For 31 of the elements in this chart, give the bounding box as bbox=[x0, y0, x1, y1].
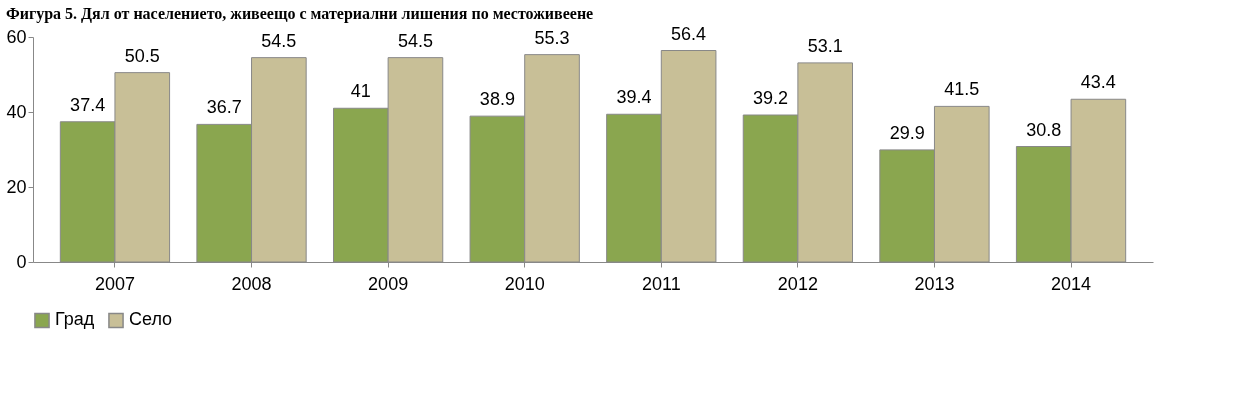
data-label: 54.5 bbox=[397, 30, 433, 51]
data-label: 43.4 bbox=[1080, 72, 1116, 93]
data-label: 37.4 bbox=[70, 94, 106, 115]
data-label: 56.4 bbox=[671, 23, 707, 44]
data-label: 39.4 bbox=[616, 87, 652, 108]
data-label: 39.2 bbox=[753, 88, 789, 108]
legend-label: Село bbox=[129, 309, 173, 330]
x-tick-label: 2012 bbox=[777, 273, 818, 294]
x-tick-label: 2009 bbox=[368, 273, 409, 294]
data-label: 53.1 bbox=[807, 35, 843, 56]
x-tick-label: 2010 bbox=[504, 273, 545, 294]
x-tick-label: 2008 bbox=[231, 273, 272, 294]
y-tick-label: 40 bbox=[6, 101, 27, 122]
legend-label: Град bbox=[55, 309, 95, 330]
data-label: 41 bbox=[350, 81, 371, 102]
x-tick-label: 2011 bbox=[641, 273, 681, 294]
y-tick-label: 60 bbox=[6, 26, 27, 47]
data-label: 38.9 bbox=[479, 89, 515, 110]
data-label: 55.3 bbox=[534, 27, 570, 48]
y-tick-label: 0 bbox=[16, 251, 27, 272]
data-label: 50.5 bbox=[124, 45, 160, 66]
x-tick-label: 2007 bbox=[94, 273, 135, 294]
chart-title: Фигура 5. Дял от населението, живеещо с материални лишения по местоживеене bbox=[5, 4, 594, 23]
data-label: 30.8 bbox=[1026, 119, 1062, 140]
x-tick-label: 2013 bbox=[914, 273, 955, 294]
x-tick-label: 2014 bbox=[1051, 273, 1092, 294]
data-label: 29.9 bbox=[889, 122, 925, 143]
y-tick-label: 20 bbox=[6, 176, 27, 197]
data-label: 41.5 bbox=[944, 79, 980, 100]
data-label: 54.5 bbox=[261, 30, 297, 51]
data-label: 36.7 bbox=[206, 97, 242, 118]
